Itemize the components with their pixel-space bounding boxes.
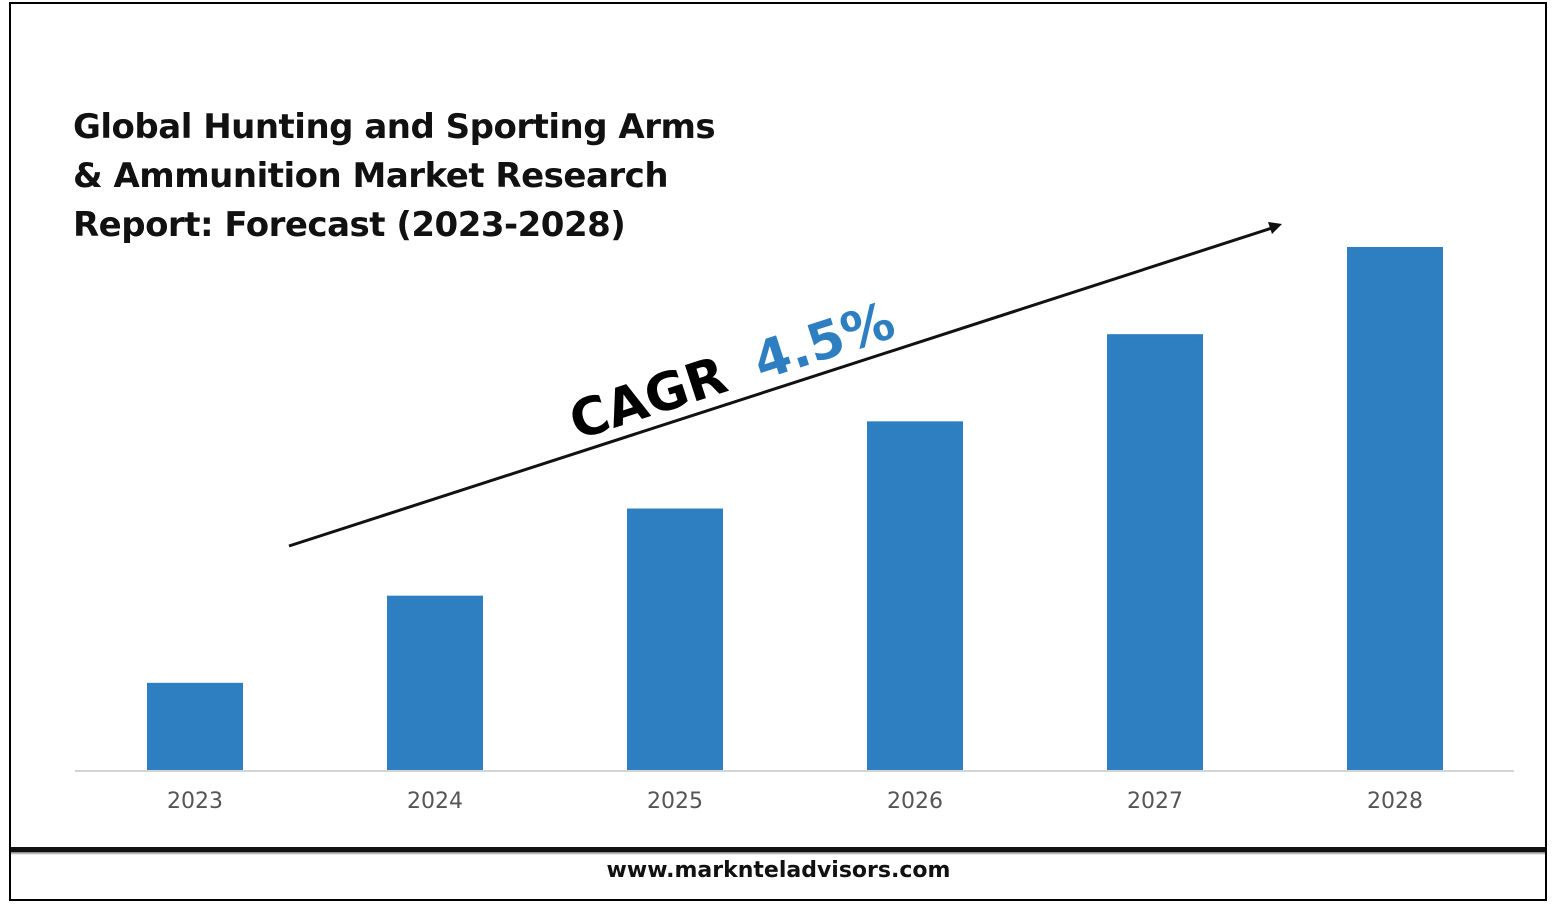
bar-2024 [387,595,483,770]
cagr-trend-arrow [288,222,1282,548]
footer-url: www.marknteladvisors.com [606,858,951,883]
chart-title: Global Hunting and Sporting Arms & Ammun… [73,107,716,245]
bar-2027 [1107,334,1203,770]
footer-divider [11,847,1545,852]
bar-2025 [627,508,723,770]
bar-2023 [147,682,243,770]
footer-divider-shadow [11,852,1545,855]
x-tick-label-2028: 2028 [1367,789,1423,814]
x-tick-label-2024: 2024 [407,789,463,814]
bar-2028 [1347,247,1443,770]
bar-group [147,247,1443,770]
cagr-label: CAGR [562,346,734,453]
cagr-annotation: CAGR 4.5% [562,291,901,452]
arrow-head-icon [1268,222,1282,234]
x-tick-label-2025: 2025 [647,789,703,814]
cagr-value: 4.5% [746,291,902,393]
x-tick-label-2027: 2027 [1127,789,1183,814]
x-tick-labels: 2023 2024 2025 2026 2027 2028 [167,789,1423,814]
bar-2026 [867,421,963,770]
chart-frame [9,2,1547,901]
x-tick-label-2026: 2026 [887,789,943,814]
x-tick-label-2023: 2023 [167,789,223,814]
